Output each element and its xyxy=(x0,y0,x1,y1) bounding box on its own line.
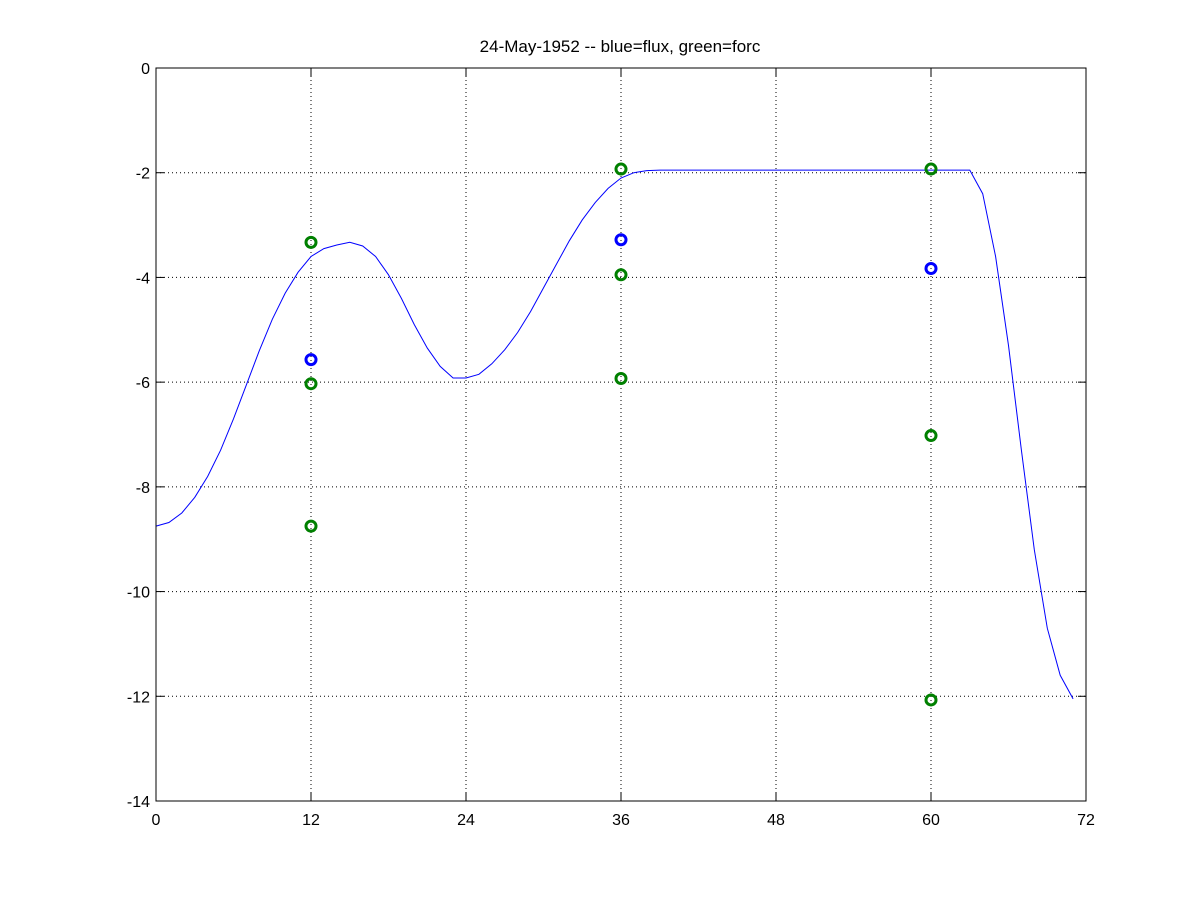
y-tick-label: -10 xyxy=(127,585,150,602)
y-tick-label: -14 xyxy=(127,794,150,811)
y-tick-label: -4 xyxy=(136,270,150,287)
data-point-marker xyxy=(614,162,628,176)
data-point-marker xyxy=(304,519,318,533)
data-point-marker xyxy=(924,262,938,276)
data-point-marker xyxy=(924,693,938,707)
data-point-marker xyxy=(614,268,628,282)
x-tick-label: 12 xyxy=(302,812,320,829)
data-point-marker xyxy=(924,429,938,443)
data-point-marker xyxy=(614,371,628,385)
y-axis-tick-labels: 0 -2 -4 -6 -8 -10 -12 -14 xyxy=(127,61,150,811)
x-tick-label: 24 xyxy=(457,812,475,829)
y-tick-label: -12 xyxy=(127,689,150,706)
x-axis-tick-labels: 0 12 24 36 48 60 72 xyxy=(152,812,1095,829)
x-tick-label: 60 xyxy=(922,812,940,829)
axis-ticks xyxy=(155,67,1087,802)
chart-title: 24-May-1952 -- blue=flux, green=forc xyxy=(480,37,761,56)
x-tick-label: 72 xyxy=(1077,812,1095,829)
plot-series xyxy=(155,162,1074,707)
x-tick-label: 36 xyxy=(612,812,630,829)
data-point-marker xyxy=(304,353,318,367)
data-point-marker xyxy=(304,377,318,391)
data-point-marker xyxy=(304,235,318,249)
y-tick-label: 0 xyxy=(141,61,150,78)
data-point-marker xyxy=(924,162,938,176)
y-tick-label: -2 xyxy=(136,166,150,183)
x-tick-label: 48 xyxy=(767,812,785,829)
y-tick-label: -6 xyxy=(136,375,150,392)
data-point-marker xyxy=(614,233,628,247)
y-tick-label: -8 xyxy=(136,480,150,497)
x-tick-label: 0 xyxy=(152,812,161,829)
flux-line xyxy=(155,169,1074,700)
